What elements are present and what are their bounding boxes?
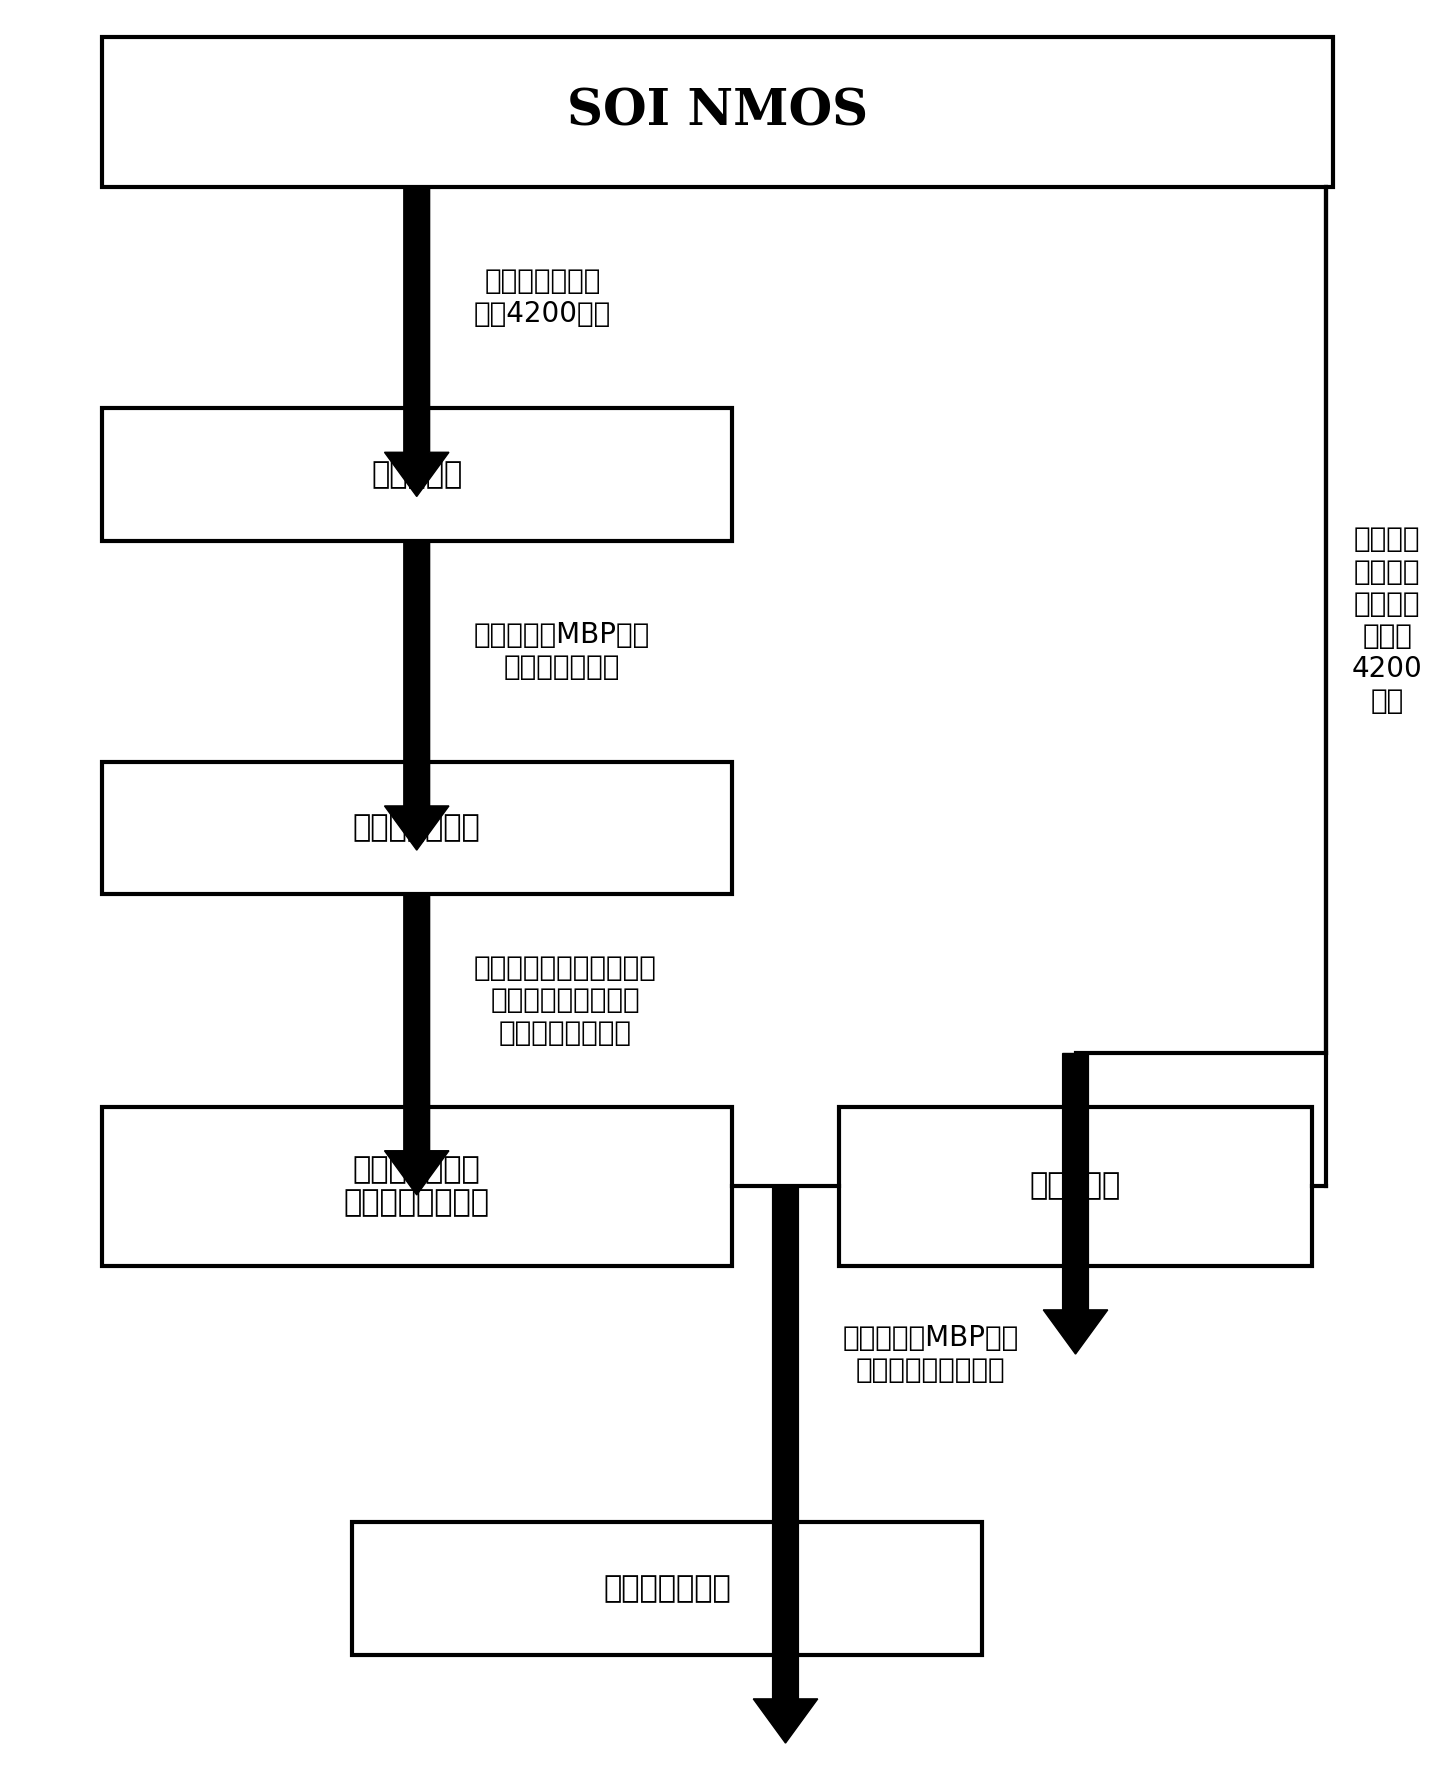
FancyArrow shape [753,1187,818,1743]
FancyArrow shape [385,894,448,1195]
Bar [101,762,731,894]
Text: 辐照前模型参数: 辐照前模型参数 [353,813,480,843]
Text: 加入与总剂量相关的参数
形成总剂量辐照模型
（含有未知参数）: 加入与总剂量相关的参数 形成总剂量辐照模型 （含有未知参数） [474,955,658,1047]
Bar [101,407,731,540]
Text: 总剂量辐照模型
（含有未知参数）: 总剂量辐照模型 （含有未知参数） [343,1155,490,1217]
Text: 总剂量辐
照后用半
导体参数
测试仪
4200
测试: 总剂量辐 照后用半 导体参数 测试仪 4200 测试 [1353,526,1423,715]
Text: 用半导体参数测
试仪4200测试: 用半导体参数测 试仪4200测试 [474,267,611,328]
Text: 用提参软件MBP提取
总剂量辐照模型参数: 用提参软件MBP提取 总剂量辐照模型参数 [842,1325,1019,1385]
Text: 用提参软件MBP提取
辐照前模型参数: 用提参软件MBP提取 辐照前模型参数 [474,622,650,682]
Text: SOI NMOS: SOI NMOS [567,87,868,136]
Text: 辐照后数据: 辐照后数据 [1030,1172,1120,1201]
FancyArrow shape [1044,1054,1107,1355]
Bar [352,1521,982,1654]
Text: 总剂量辐照模型: 总剂量辐照模型 [603,1574,731,1603]
Bar [839,1107,1312,1266]
FancyArrow shape [385,540,448,850]
Bar [101,37,1334,188]
FancyArrow shape [385,188,448,496]
Bar [101,1107,731,1266]
Text: 辐照前数据: 辐照前数据 [371,460,463,489]
